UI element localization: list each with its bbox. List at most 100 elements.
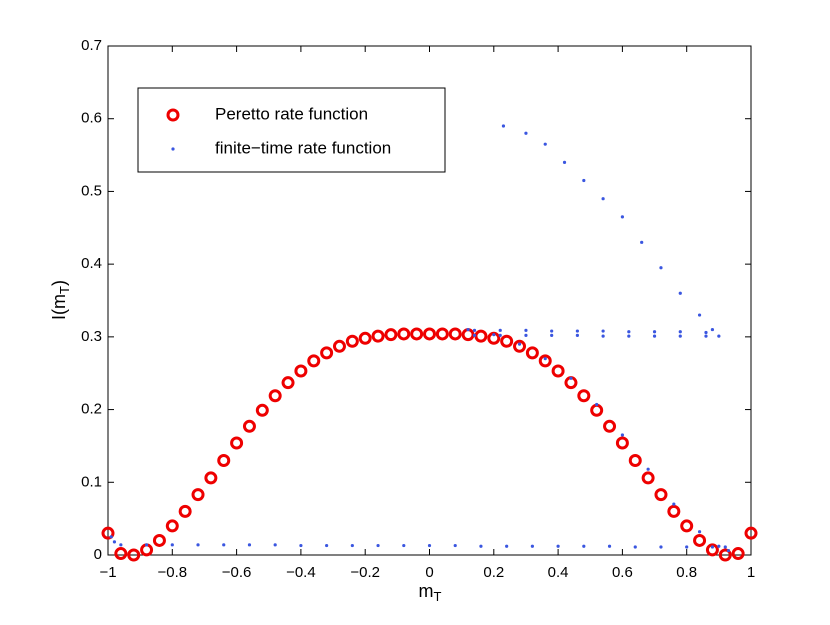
y-tick-label: 0.5 [81,182,102,199]
point [556,544,560,548]
x-tick-label: 0.8 [676,564,697,581]
point [517,342,522,346]
point [562,160,567,164]
point [350,543,354,548]
y-tick-label: 0.7 [81,37,102,54]
point [466,327,470,332]
point [601,334,605,338]
point [299,543,303,548]
point [717,334,721,338]
point [550,333,554,338]
legend-box [137,87,446,173]
point [320,346,334,360]
point [678,291,682,295]
point [525,346,539,360]
x-tick-label: −0.6 [222,564,252,581]
y-tick-label: 0 [94,546,102,563]
point [530,544,534,548]
legend-marker [166,108,180,122]
point [371,329,385,343]
point [453,543,457,548]
point [731,547,745,561]
point [685,545,689,549]
point [723,545,727,549]
point [127,548,141,562]
point [191,488,205,502]
point [247,543,252,547]
point [479,544,483,548]
point [474,329,488,343]
point [255,403,269,417]
point [152,533,166,547]
point [704,334,708,338]
point [196,543,200,547]
point [376,543,380,548]
point [325,543,329,548]
point [710,545,715,549]
x-tick-label: −0.4 [286,564,316,581]
x-tick-label: 1 [747,564,755,581]
point [501,124,506,128]
x-tick-label: 0.2 [483,564,504,581]
point [726,549,731,553]
point [204,471,218,485]
x-axis-label: mT [419,581,442,605]
point [652,334,657,338]
x-tick-label: −1 [99,564,116,581]
point [659,266,663,270]
point [672,502,676,506]
point [678,330,682,334]
point [242,419,256,433]
point [620,433,625,437]
point [577,389,591,403]
point [500,334,514,348]
x-tick-label: 0 [425,564,433,581]
point [505,544,509,548]
point [524,333,528,338]
point [601,329,605,333]
legend-label: finite−time rate function [215,138,391,157]
point [744,526,758,540]
point [294,364,308,378]
point [397,327,411,341]
point [603,419,617,433]
point [513,339,527,353]
point [633,545,637,549]
point [646,467,650,471]
point [524,328,528,332]
point [358,331,372,345]
x-tick-label: −0.8 [157,564,187,581]
point [170,543,174,547]
y-tick-label: 0.6 [81,110,102,127]
point [101,526,115,540]
point [281,376,295,390]
x-tick-label: −0.2 [350,564,380,581]
point [551,364,565,378]
point [498,328,502,332]
point [543,142,547,146]
point [697,530,702,534]
point [628,453,642,467]
point [165,519,179,533]
point [472,328,477,332]
point [538,354,552,368]
point [410,327,424,341]
point [615,436,629,450]
point [693,533,707,547]
point [582,178,586,183]
legend-marker [171,147,175,151]
point [307,354,321,368]
x-tick-label: 0.4 [548,564,569,581]
point [472,333,477,338]
point [575,329,579,333]
x-tick-label: 0.6 [612,564,633,581]
point [718,548,732,562]
point [627,334,631,338]
point [423,327,436,341]
point [230,436,244,450]
y-tick-label: 0.3 [81,328,102,345]
point [575,333,579,338]
point [109,535,113,539]
point [112,540,117,544]
point [607,544,612,548]
